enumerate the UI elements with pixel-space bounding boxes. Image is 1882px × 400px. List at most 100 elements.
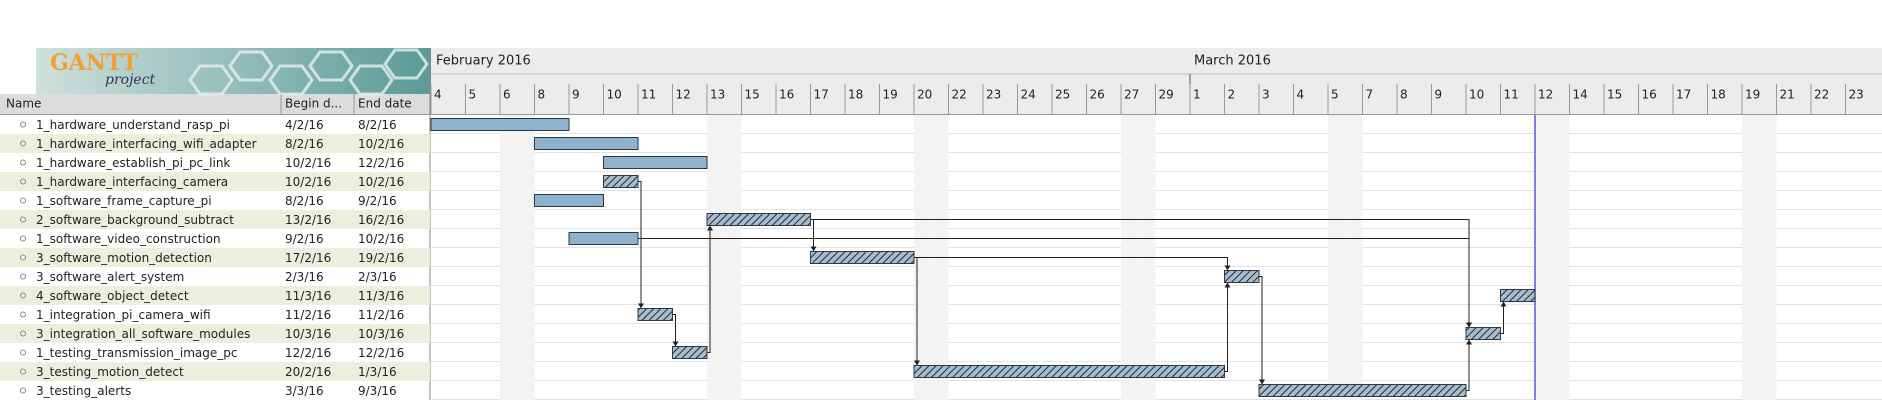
task-begin: 9/2/16 xyxy=(285,232,324,246)
task-name: 1_hardware_interfacing_wifi_adapter xyxy=(36,137,257,151)
day-label: 5 xyxy=(1331,88,1339,102)
day-label: 16 xyxy=(1642,88,1657,102)
task-bar[interactable] xyxy=(1224,270,1260,283)
day-label: 24 xyxy=(1021,88,1036,102)
task-name: 1_hardware_interfacing_camera xyxy=(36,175,228,189)
day-label: 7 xyxy=(1366,88,1374,102)
dependency xyxy=(1500,301,1504,334)
arrow-head xyxy=(1224,282,1231,288)
column-header[interactable]: End date xyxy=(358,97,412,111)
day-label: 23 xyxy=(986,88,1001,102)
day-label: 8 xyxy=(1400,88,1408,102)
arrow-head xyxy=(1500,301,1507,307)
dependency xyxy=(1224,282,1228,372)
row-bullet xyxy=(20,216,26,223)
dependency xyxy=(638,181,642,309)
task-name: 1_software_video_construction xyxy=(36,232,221,246)
task-bar[interactable] xyxy=(1465,327,1501,340)
task-end: 11/2/16 xyxy=(358,308,404,322)
task-begin: 10/2/16 xyxy=(285,156,331,170)
day-label: 14 xyxy=(1573,88,1588,102)
task-bar[interactable] xyxy=(637,308,673,321)
weekend-column xyxy=(1552,115,1570,400)
arrow-head xyxy=(707,225,713,231)
day-label: 9 xyxy=(572,88,580,102)
task-bar[interactable] xyxy=(672,346,708,359)
weekend-column xyxy=(707,115,725,400)
arrow-head xyxy=(914,360,920,366)
task-begin: 20/2/16 xyxy=(285,365,331,379)
day-label: 15 xyxy=(745,88,760,102)
day-label: 29 xyxy=(1159,88,1174,102)
row-bullet xyxy=(20,178,26,185)
column-header[interactable]: Begin d... xyxy=(285,97,342,111)
column-header[interactable]: Name xyxy=(6,97,41,111)
day-label: 22 xyxy=(952,88,967,102)
day-label: 10 xyxy=(1469,88,1484,102)
task-bar[interactable] xyxy=(430,118,570,131)
day-label: 17 xyxy=(814,88,829,102)
task-bar[interactable] xyxy=(534,194,604,207)
row-bullet xyxy=(20,311,26,318)
day-label: 11 xyxy=(641,88,656,102)
day-label: 4 xyxy=(1297,88,1305,102)
day-label: 1 xyxy=(1193,88,1201,102)
dependency xyxy=(638,238,1470,328)
day-label: 18 xyxy=(1711,88,1726,102)
task-begin: 4/2/16 xyxy=(285,118,324,132)
task-bar[interactable] xyxy=(534,137,639,150)
task-bar[interactable] xyxy=(568,232,639,245)
task-name: 2_software_background_subtract xyxy=(36,213,234,227)
task-end: 12/2/16 xyxy=(358,156,404,170)
task-name: 1_integration_pi_camera_wifi xyxy=(36,308,211,322)
weekend-column xyxy=(517,115,535,400)
timeline-header xyxy=(431,48,1882,115)
weekend-column xyxy=(1742,115,1760,400)
weekend-column xyxy=(1759,115,1777,400)
task-name: 1_testing_transmission_image_pc xyxy=(36,346,238,360)
task-bar[interactable] xyxy=(706,213,811,226)
task-bar[interactable] xyxy=(603,156,708,169)
task-begin: 11/2/16 xyxy=(285,308,331,322)
task-begin: 13/2/16 xyxy=(285,213,331,227)
day-label: 10 xyxy=(607,88,622,102)
arrow-head xyxy=(672,341,679,347)
task-bar[interactable] xyxy=(913,365,1225,378)
day-label: 9 xyxy=(1435,88,1443,102)
task-end: 10/2/16 xyxy=(358,232,404,246)
dependency xyxy=(1259,276,1263,385)
task-bar[interactable] xyxy=(1500,289,1536,302)
row-bullet xyxy=(20,349,26,356)
day-label: 12 xyxy=(676,88,691,102)
dependency xyxy=(707,225,711,353)
task-bar[interactable] xyxy=(810,251,915,264)
task-begin: 10/2/16 xyxy=(285,175,331,189)
task-end: 10/2/16 xyxy=(358,137,404,151)
task-end: 9/3/16 xyxy=(358,384,397,398)
task-bar[interactable] xyxy=(603,175,639,188)
arrow-head xyxy=(638,303,644,309)
row-bullet xyxy=(20,197,26,204)
weekend-column xyxy=(1328,115,1346,400)
task-end: 8/2/16 xyxy=(358,118,397,132)
task-begin: 11/3/16 xyxy=(285,289,331,303)
row-stripe xyxy=(0,172,430,191)
row-stripe xyxy=(0,286,430,305)
task-begin: 8/2/16 xyxy=(285,137,324,151)
day-label: 13 xyxy=(710,88,725,102)
task-name: 1_hardware_establish_pi_pc_link xyxy=(36,156,230,170)
task-begin: 2/3/16 xyxy=(285,270,324,284)
task-bar[interactable] xyxy=(1258,384,1467,397)
task-end: 9/2/16 xyxy=(358,194,397,208)
arrow-head xyxy=(1259,379,1265,385)
task-begin: 3/3/16 xyxy=(285,384,324,398)
task-begin: 17/2/16 xyxy=(285,251,331,265)
task-name: 3_testing_alerts xyxy=(36,384,131,398)
task-begin: 12/2/16 xyxy=(285,346,331,360)
task-end: 19/2/16 xyxy=(358,251,404,265)
day-label: 3 xyxy=(1262,88,1270,102)
logo: GANTT project xyxy=(36,48,431,96)
month-label: February 2016 xyxy=(436,54,531,69)
row-bullet xyxy=(20,140,26,147)
